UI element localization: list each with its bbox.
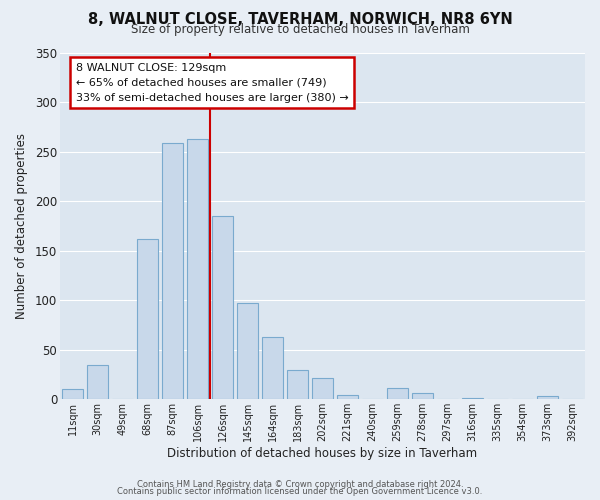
Text: Contains public sector information licensed under the Open Government Licence v3: Contains public sector information licen… (118, 488, 482, 496)
Bar (337, 396, 358, 400)
Bar (462, 398, 483, 400)
Bar (262, 337, 283, 400)
Bar (162, 142, 183, 400)
Bar (137, 239, 158, 400)
Bar (212, 216, 233, 400)
Bar (312, 378, 333, 400)
Bar (87, 364, 108, 400)
Bar (237, 303, 258, 400)
Bar (187, 138, 208, 400)
Bar (387, 388, 408, 400)
Bar (412, 394, 433, 400)
Text: Contains HM Land Registry data © Crown copyright and database right 2024.: Contains HM Land Registry data © Crown c… (137, 480, 463, 489)
Bar (62, 390, 83, 400)
Y-axis label: Number of detached properties: Number of detached properties (15, 133, 28, 319)
Text: 8, WALNUT CLOSE, TAVERHAM, NORWICH, NR8 6YN: 8, WALNUT CLOSE, TAVERHAM, NORWICH, NR8 … (88, 12, 512, 28)
Text: 8 WALNUT CLOSE: 129sqm
← 65% of detached houses are smaller (749)
33% of semi-de: 8 WALNUT CLOSE: 129sqm ← 65% of detached… (76, 63, 349, 102)
Text: Size of property relative to detached houses in Taverham: Size of property relative to detached ho… (131, 22, 469, 36)
Bar (287, 370, 308, 400)
X-axis label: Distribution of detached houses by size in Taverham: Distribution of detached houses by size … (167, 447, 478, 460)
Bar (537, 396, 558, 400)
